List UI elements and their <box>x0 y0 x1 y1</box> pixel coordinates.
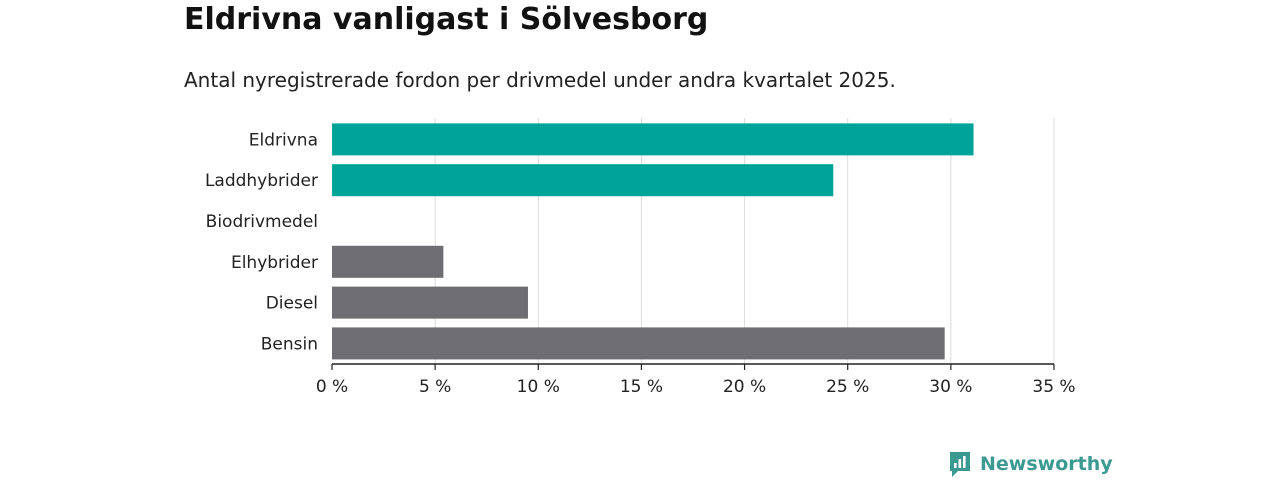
x-tick-label: 5 % <box>419 377 451 397</box>
chart-subtitle: Antal nyregistrerade fordon per drivmede… <box>184 68 896 92</box>
bar-laddhybrider <box>332 164 834 197</box>
category-label: Eldrivna <box>249 130 318 150</box>
x-tick-label: 10 % <box>517 377 560 397</box>
x-tick-label: 25 % <box>826 377 869 397</box>
x-tick-label: 35 % <box>1032 377 1075 397</box>
brand-name: Newsworthy <box>980 453 1113 475</box>
category-label: Bensin <box>261 334 318 354</box>
x-tick-label: 30 % <box>929 377 972 397</box>
category-label: Biodrivmedel <box>206 212 318 232</box>
chart-title: Eldrivna vanligast i Sölvesborg <box>184 2 709 37</box>
bar-eldrivna <box>332 123 974 156</box>
category-label: Elhybrider <box>231 253 318 273</box>
bar-elhybrider <box>332 245 444 278</box>
bar-diesel <box>332 286 528 319</box>
x-tick-label: 20 % <box>723 377 766 397</box>
x-tick-label: 0 % <box>316 377 348 397</box>
category-label: Diesel <box>266 294 318 314</box>
newsworthy-logo-icon <box>950 452 970 477</box>
bar-bensin <box>332 327 945 360</box>
grid-lines <box>434 118 1055 364</box>
bars <box>332 123 974 360</box>
brand-logo: Newsworthy <box>948 450 1113 478</box>
x-tick-label: 15 % <box>620 377 663 397</box>
category-labels: Eldrivna Laddhybrider Biodrivmedel Elhybrid… <box>205 130 318 354</box>
category-label: Laddhybrider <box>205 171 318 191</box>
x-axis: 0 % 5 % 10 % 15 % 20 % 25 % 30 % 35 % <box>316 363 1076 397</box>
